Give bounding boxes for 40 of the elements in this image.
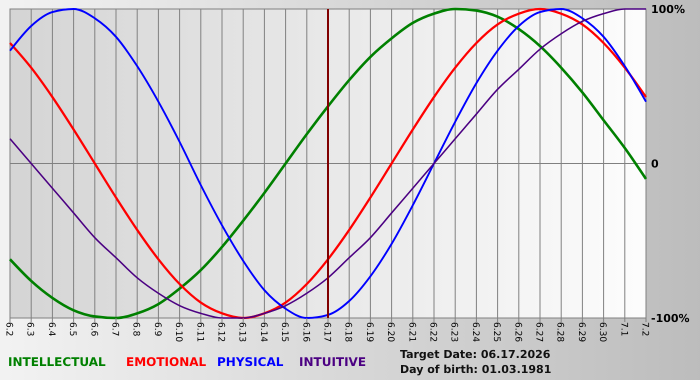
text: INTUITIVE — [299, 355, 366, 369]
x-tick-label: 6.19 — [364, 322, 374, 342]
x-tick-label: 7.2 — [640, 322, 650, 336]
x-tick-label: 6.17 — [322, 322, 332, 342]
x-tick-label: 6.5 — [67, 322, 78, 336]
x-tick-label: 6.2 — [4, 322, 14, 336]
x-tick-label: 6.3 — [24, 322, 35, 336]
x-tick-label: 6.10 — [173, 322, 184, 342]
x-tick-label: 6.18 — [342, 322, 353, 342]
x-tick-label: 6.22 — [428, 322, 438, 342]
y-tick-label: -100% — [651, 312, 690, 325]
x-tick-label: 6.12 — [216, 322, 226, 342]
x-tick-label: 6.26 — [512, 322, 522, 342]
text: Day of birth: 01.03.1981 — [400, 363, 552, 376]
x-tick-label: 6.9 — [152, 322, 162, 337]
x-tick-label: 6.28 — [554, 322, 565, 342]
x-tick-label: 6.23 — [448, 322, 459, 342]
x-tick-label: 6.25 — [491, 322, 502, 342]
x-tick-label: 6.24 — [470, 322, 480, 342]
x-tick-label: 6.6 — [88, 322, 98, 337]
x-tick-label: 7.1 — [618, 322, 628, 336]
text: PHYSICAL — [217, 355, 284, 369]
x-tick-label: 6.20 — [385, 322, 396, 342]
text: Target Date: 06.17.2026 — [400, 348, 551, 361]
y-tick-label: 0 — [651, 157, 659, 170]
x-tick-label: 6.29 — [576, 322, 586, 342]
x-tick-label: 6.8 — [130, 322, 141, 337]
text: INTELLECTUAL — [8, 355, 106, 369]
x-tick-label: 6.21 — [406, 322, 416, 342]
x-tick-label: 6.16 — [300, 322, 310, 342]
x-tick-label: 6.11 — [194, 322, 204, 342]
y-tick-label: 100% — [651, 2, 685, 16]
x-tick-label: 6.14 — [258, 322, 268, 342]
x-tick-label: 6.7 — [110, 322, 120, 336]
text: EMOTIONAL — [126, 355, 207, 369]
x-tick-label: 6.4 — [46, 322, 56, 337]
x-tick-label: 6.13 — [236, 322, 247, 342]
x-tick-label: 6.27 — [534, 322, 544, 342]
x-tick-label: 6.30 — [597, 322, 608, 342]
x-tick-label: 6.15 — [279, 322, 290, 342]
